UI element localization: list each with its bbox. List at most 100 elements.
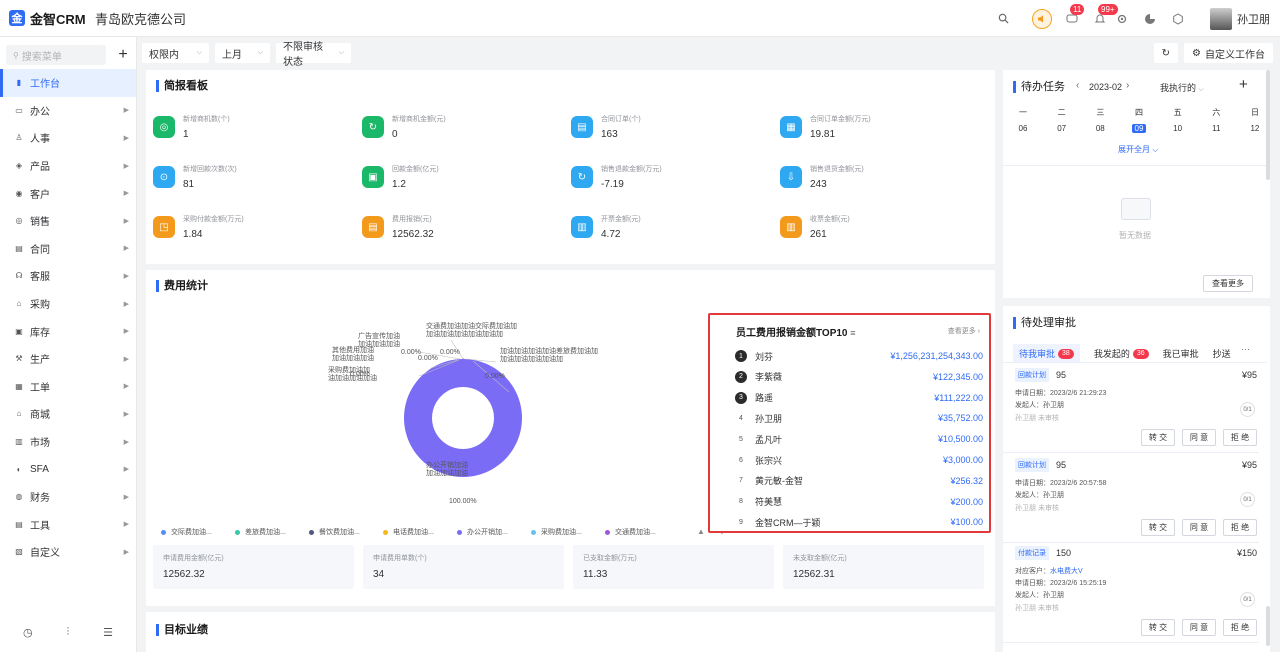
view-more-button[interactable]: 查看更多 xyxy=(1203,275,1253,292)
sidebar-item-5[interactable]: ◎ 销售 ▶ xyxy=(0,207,136,235)
approval-card[interactable]: 回款计划 95 ¥95 申请日期：2023/2/6 21:29:23 发起人：孙卫朋 孙卫… xyxy=(1003,368,1259,456)
sidebar-item-14[interactable]: ◐ SFA ▶ xyxy=(0,455,136,483)
next-month-icon[interactable]: › xyxy=(1126,80,1130,91)
sidebar-item-13[interactable]: ▥ 市场 ▶ xyxy=(0,428,136,456)
rank-row[interactable]: 6 张宗兴 ¥3,000.00 xyxy=(735,453,983,467)
approval-tab[interactable]: 待我审批 38 xyxy=(1013,344,1080,363)
list-settings-icon[interactable]: ☰ xyxy=(103,627,114,639)
scrollbar[interactable] xyxy=(1266,70,1270,180)
user-name[interactable]: 孙卫朋 xyxy=(1237,13,1270,26)
sidebar-item-1[interactable]: ▭ 办公 ▶ xyxy=(0,97,136,125)
rank-row[interactable]: 8 符美慧 ¥200.00 xyxy=(735,495,983,509)
stat-card[interactable]: ⇩ 销售退货金额(元) 243 xyxy=(780,163,970,203)
rank-row[interactable]: 3 路遥 ¥111,222.00 xyxy=(735,391,983,405)
calendar-date[interactable]: 06 xyxy=(1018,124,1028,133)
period-select[interactable]: 上月 ⌵ xyxy=(215,43,270,63)
reject-button[interactable]: 拒 绝 xyxy=(1223,519,1257,536)
rank-row[interactable]: 7 黄元敏-金智 ¥256.32 xyxy=(735,474,983,488)
stat-card[interactable]: ▥ 收票金额(元) 261 xyxy=(780,213,970,253)
sidebar-item-7[interactable]: ☊ 客服 ▶ xyxy=(0,262,136,290)
calendar-date[interactable]: 07 xyxy=(1057,124,1067,133)
legend-item[interactable]: 电话费加油... xyxy=(383,527,457,537)
stat-card[interactable]: ⊙ 新增回款次数(次) 81 xyxy=(153,163,343,203)
menu-search-input[interactable]: ⚲ 搜索菜单 xyxy=(6,45,106,65)
sidebar-item-4[interactable]: ◉ 客户 ▶ xyxy=(0,179,136,207)
calendar-date[interactable]: 08 xyxy=(1095,124,1105,133)
stat-card[interactable]: ▦ 合同订单金额(万元) 19.81 xyxy=(780,113,970,153)
approve-button[interactable]: 同 意 xyxy=(1182,519,1216,536)
stat-card[interactable]: ◳ 采购付款金额(万元) 1.84 xyxy=(153,213,343,253)
gear-icon[interactable] xyxy=(1114,11,1130,27)
sidebar-item-11[interactable]: ▦ 工单 ▶ xyxy=(0,373,136,401)
sidebar-item-17[interactable]: ▧ 自定义 ▶ xyxy=(0,538,136,566)
sidebar-item-10[interactable]: ⚒ 生产 ▶ xyxy=(0,345,136,373)
todo-month[interactable]: 2023-02 xyxy=(1089,82,1123,92)
sidebar-item-9[interactable]: ▣ 库存 ▶ xyxy=(0,317,136,345)
announcement-icon[interactable] xyxy=(1032,8,1052,29)
stat-card[interactable]: ◎ 新增商机数(个) 1 xyxy=(153,113,343,153)
sidebar-item-0[interactable]: ▮ 工作台 xyxy=(0,69,136,97)
approval-card[interactable]: 回款计划 95 ¥95 申请日期：2023/2/6 20:57:58 发起人：孙卫朋 孙卫… xyxy=(1003,458,1259,546)
company-name[interactable]: 青岛欧克德公司 xyxy=(95,11,187,27)
sidebar-item-8[interactable]: ⌂ 采购 ▶ xyxy=(0,290,136,318)
notification-icon[interactable]: 99+ xyxy=(1092,3,1118,27)
stat-card[interactable]: ▥ 开票金额(元) 4.72 xyxy=(571,213,761,253)
legend-item[interactable]: 餐饮费加油... xyxy=(309,527,383,537)
rank-row[interactable]: 9 金智CRM—于颖 ¥100.00 xyxy=(735,515,983,529)
add-task-button[interactable]: + xyxy=(1239,76,1248,93)
approval-tab[interactable]: 我发起的 36 xyxy=(1094,347,1149,360)
sidebar-item-3[interactable]: ◈ 产品 ▶ xyxy=(0,152,136,180)
reject-button[interactable]: 拒 绝 xyxy=(1223,429,1257,446)
approval-card[interactable]: 付款记录 150 ¥150 对应客户：水电费大V 申请日期：2023/2/6 15:25… xyxy=(1003,546,1259,643)
expense-pie-chart[interactable]: 交通费加油加油交际费加油加加油加油加油加油加油加广告宣传加油加油加油加油加油加油… xyxy=(326,310,746,560)
search-icon[interactable] xyxy=(995,11,1011,27)
legend-item[interactable]: 差旅费加油... xyxy=(235,527,309,537)
todo-scope-select[interactable]: 我执行的 ⌵ xyxy=(1160,83,1204,93)
sidebar-item-15[interactable]: ◍ 财务 ▶ xyxy=(0,483,136,511)
legend-item[interactable]: 交际费加油... xyxy=(161,527,235,537)
view-more-link[interactable]: 查看更多 › xyxy=(947,328,980,335)
scope-select[interactable]: 权限内 ⌵ xyxy=(142,43,209,63)
expand-month-link[interactable]: 展开全月 ⌵ xyxy=(1118,145,1159,154)
approval-tab[interactable]: 抄送 xyxy=(1213,347,1231,360)
approval-tab[interactable]: 我已审批 xyxy=(1163,347,1199,360)
transfer-button[interactable]: 转 交 xyxy=(1141,429,1175,446)
stat-card[interactable]: ▤ 费用报销(元) 12562.32 xyxy=(362,213,552,253)
message-icon[interactable]: 11 xyxy=(1064,3,1085,27)
calendar-date[interactable]: 12 xyxy=(1250,124,1260,133)
stat-card[interactable]: ↻ 销售退款金额(万元) -7.19 xyxy=(571,163,761,203)
scrollbar[interactable] xyxy=(1266,606,1270,646)
legend-item[interactable]: 采购费加油... xyxy=(531,527,605,537)
legend-prev-icon[interactable]: ▲ xyxy=(697,527,705,536)
history-icon[interactable]: ◷ xyxy=(22,627,33,639)
rank-row[interactable]: 4 孙卫朋 ¥35,752.00 xyxy=(735,411,983,425)
prev-month-icon[interactable]: ‹ xyxy=(1076,80,1080,91)
sidebar-item-16[interactable]: ▤ 工具 ▶ xyxy=(0,511,136,539)
sidebar-item-6[interactable]: ▤ 合同 ▶ xyxy=(0,235,136,263)
rank-row[interactable]: 1 刘芬 ¥1,256,231,254,343.00 xyxy=(735,349,983,363)
pie-slice[interactable] xyxy=(403,359,522,477)
audit-select[interactable]: 不限审核状态 ⌵ xyxy=(276,42,351,68)
legend-item[interactable]: 办公开销加... xyxy=(457,527,531,537)
transfer-button[interactable]: 转 交 xyxy=(1141,519,1175,536)
legend-item[interactable]: 交通费加油... xyxy=(605,527,679,537)
rank-row[interactable]: 5 孟凡叶 ¥10,500.00 xyxy=(735,432,983,446)
approve-button[interactable]: 同 意 xyxy=(1182,619,1216,636)
rank-row[interactable]: 2 李紫薇 ¥122,345.00 xyxy=(735,370,983,384)
stat-card[interactable]: ▣ 回款金额(亿元) 1.2 xyxy=(362,163,552,203)
calendar-date[interactable]: 10 xyxy=(1173,124,1183,133)
add-menu-button[interactable]: + xyxy=(118,46,128,63)
reject-button[interactable]: 拒 绝 xyxy=(1223,619,1257,636)
pie-chart-icon[interactable] xyxy=(1142,11,1158,27)
refresh-button[interactable]: ↻ xyxy=(1153,43,1179,63)
stat-card[interactable]: ▤ 合同订单(个) 163 xyxy=(571,113,761,153)
calendar-date[interactable]: 09 xyxy=(1131,124,1146,133)
sidebar-item-12[interactable]: ⌂ 商城 ▶ xyxy=(0,400,136,428)
more-tabs-icon[interactable]: ··· xyxy=(1241,344,1250,354)
custom-workbench-button[interactable]: ⚙ 自定义工作台 xyxy=(1184,43,1273,63)
avatar[interactable] xyxy=(1210,7,1232,30)
calendar-date[interactable]: 11 xyxy=(1212,124,1221,133)
approve-button[interactable]: 同 意 xyxy=(1182,429,1216,446)
transfer-button[interactable]: 转 交 xyxy=(1141,619,1175,636)
hexagon-settings-icon[interactable] xyxy=(1170,11,1186,27)
